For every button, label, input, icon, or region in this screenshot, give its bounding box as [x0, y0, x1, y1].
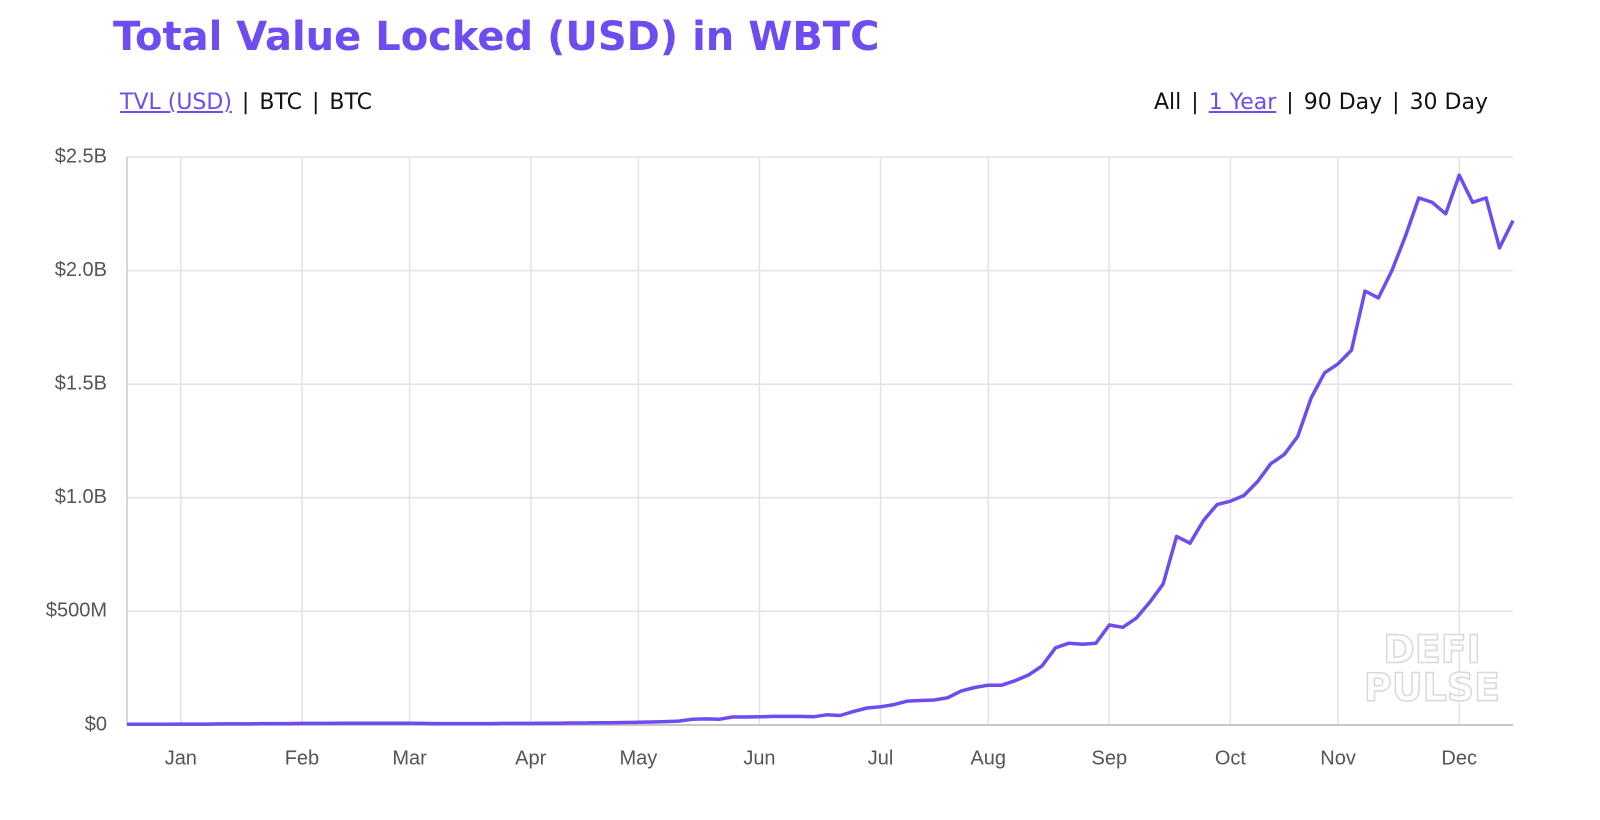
- separator: |: [1286, 90, 1294, 115]
- watermark: PULSE: [1364, 666, 1500, 710]
- y-tick-label: $500M: [46, 600, 107, 622]
- tab[interactable]: All: [1154, 90, 1182, 115]
- watermark: DEFI: [1383, 628, 1481, 672]
- tab[interactable]: BTC: [259, 90, 302, 115]
- data-line: [127, 173, 1515, 727]
- y-tick-label: $2.5B: [55, 145, 107, 167]
- y-tick-label: $0: [85, 713, 107, 735]
- separator: |: [241, 90, 250, 115]
- x-tick-label: Dec: [1441, 747, 1477, 769]
- x-tick-label: Aug: [970, 747, 1006, 769]
- y-tick-label: $1.0B: [55, 486, 107, 508]
- tab[interactable]: 1 Year: [1208, 90, 1277, 115]
- y-tick-label: $1.5B: [55, 372, 107, 394]
- x-tick-label: Sep: [1092, 747, 1128, 769]
- x-tick-label: Jan: [165, 747, 197, 769]
- separator: |: [1392, 90, 1400, 115]
- x-tick-label: Jun: [743, 747, 775, 769]
- tab[interactable]: TVL (USD): [120, 90, 232, 115]
- x-tick-label: Mar: [392, 747, 427, 769]
- range-tabs: All | 1 Year | 90 Day | 30 Day: [1154, 90, 1488, 115]
- tab[interactable]: 90 Day: [1303, 90, 1383, 115]
- chart-title: Total Value Locked (USD) in WBTC: [113, 14, 880, 60]
- separator: |: [311, 90, 320, 115]
- x-tick-label: Oct: [1215, 747, 1247, 769]
- x-tick-label: Nov: [1320, 747, 1356, 769]
- y-tick-label: $2.0B: [55, 259, 107, 281]
- metric-tabs: TVL (USD) | BTC | BTC: [120, 90, 372, 115]
- tab[interactable]: 30 Day: [1409, 90, 1488, 115]
- x-tick-label: Feb: [285, 747, 319, 769]
- x-tick-label: Jul: [868, 747, 894, 769]
- x-tick-label: Apr: [515, 747, 546, 769]
- x-tick-label: May: [619, 747, 657, 769]
- tab[interactable]: BTC: [329, 90, 372, 115]
- separator: |: [1191, 90, 1199, 115]
